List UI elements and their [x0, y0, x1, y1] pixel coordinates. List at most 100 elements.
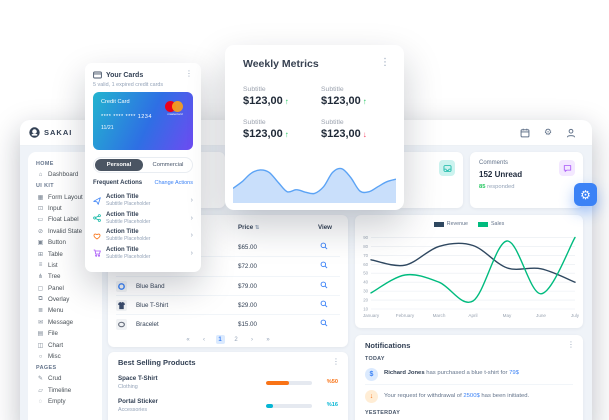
user-icon[interactable] [566, 128, 576, 138]
svg-text:30: 30 [363, 289, 368, 294]
sidebar-item-form-layout[interactable]: ▦ Form Layout [37, 193, 83, 201]
search-icon[interactable] [320, 319, 328, 327]
page-1-button[interactable]: 1 [215, 335, 225, 344]
column-header-price[interactable]: Price ⇅ [238, 224, 260, 231]
legend-sales[interactable]: Sales [477, 221, 504, 227]
sidebar-item-misc[interactable]: ○ Misc [38, 353, 61, 361]
cart-icon [93, 249, 101, 257]
search-icon[interactable] [320, 281, 328, 289]
kebab-menu-icon[interactable]: ⋮ [332, 357, 340, 366]
chevron-right-icon: › [190, 214, 193, 222]
table-row: Bracelet $15.00 [116, 315, 340, 334]
sidebar-item-overlay[interactable]: ⧉ Overlay [38, 296, 70, 304]
sidebar-item-table[interactable]: ⊞ Table [37, 250, 63, 258]
sidebar-item-panel[interactable]: ▢ Panel [37, 284, 64, 292]
svg-text:January: January [363, 313, 380, 318]
home-icon: ⌂ [38, 171, 43, 178]
credit-card-visual[interactable]: Credit Card **** **** **** 1234 11/21 ma… [93, 92, 193, 150]
action-item[interactable]: Action Title Subtitle Placeholder › [93, 192, 193, 210]
mastercard-logo: mastercard [165, 101, 185, 116]
chart-icon: ◫ [37, 342, 44, 349]
notification-item: ↓ Your request for withdrawal of 2500$ h… [365, 386, 573, 407]
action-item[interactable]: Action Title Subtitle Placeholder › [93, 210, 193, 228]
svg-text:80: 80 [363, 244, 368, 249]
best-selling-card: Best Selling Products ⋮ Space T-Shirt Cl… [108, 352, 348, 420]
send-icon [93, 197, 101, 205]
comment-icon [559, 160, 575, 176]
commercial-toggle-button[interactable]: Commercial [152, 162, 184, 168]
kebab-menu-icon[interactable]: ⋮ [380, 57, 390, 68]
change-actions-link[interactable]: Change Actions [154, 180, 193, 186]
action-item[interactable]: Action Title Subtitle Placeholder › [93, 245, 193, 263]
file-icon: ▤ [37, 331, 44, 338]
sidebar-item-timeline[interactable]: ▱ Timeline [38, 386, 72, 394]
your-cards-title: Your Cards [106, 71, 144, 79]
sidebar-item-empty[interactable]: ◌ Empty [38, 398, 66, 406]
notifications-group-today: TODAY [365, 356, 385, 362]
trend-up-icon: ↑ [362, 97, 367, 106]
share-icon [93, 214, 101, 223]
kebab-menu-icon[interactable]: ⋮ [185, 69, 193, 78]
stat-label: Comments [479, 160, 509, 166]
kebab-menu-icon[interactable]: ⋮ [567, 340, 575, 349]
table-row: Blue T-Shirt $29.00 [116, 296, 340, 316]
revenue-sales-line-chart: 10 20 30 40 50 60 70 80 90 January February March Ap… [363, 235, 580, 318]
app-logo[interactable]: SAKAI [29, 127, 72, 138]
svg-text:90: 90 [363, 235, 368, 240]
sidebar-item-button[interactable]: ▣ Button [37, 239, 66, 247]
sidebar-item-tree[interactable]: ⋔ Tree [37, 273, 61, 281]
page-first-button[interactable]: « [186, 336, 190, 343]
sidebar-item-crud[interactable]: ✎ Crud [37, 375, 62, 383]
gear-icon[interactable]: ⚙ [543, 127, 553, 137]
notification-item: $ Richard Jones has purchased a blue t-s… [365, 364, 573, 385]
search-icon[interactable] [320, 242, 328, 250]
page-prev-button[interactable]: ‹ [203, 336, 205, 343]
float-label-icon: ▭ [37, 217, 44, 224]
calendar-icon[interactable] [520, 128, 530, 138]
legend-revenue[interactable]: Revenue [433, 221, 468, 227]
config-fab-button[interactable]: ⚙ [574, 183, 597, 206]
progress-bar [266, 404, 312, 408]
personal-toggle-button[interactable]: Personal [95, 159, 143, 171]
sidebar-item-input[interactable]: ⊡ Input [37, 204, 62, 212]
best-selling-title: Best Selling Products [118, 358, 196, 367]
sidebar-item-list[interactable]: ≡ List [38, 261, 58, 269]
sidebar-item-dashboard[interactable]: ⌂ Dashboard [38, 171, 79, 179]
search-icon[interactable] [320, 261, 328, 269]
message-icon: ✉ [37, 319, 44, 326]
weekly-metrics-panel: Weekly Metrics ⋮ Subtitle $123,00 ↑ Subti… [225, 45, 404, 210]
svg-text:June: June [536, 313, 546, 318]
mastercard-text: mastercard [167, 112, 183, 116]
legend-swatch-revenue [433, 221, 444, 227]
sidebar-item-message[interactable]: ✉ Message [37, 318, 74, 326]
your-cards-panel: Your Cards ⋮ 5 valid, 1 expired credit c… [85, 63, 201, 272]
page-last-button[interactable]: » [266, 336, 270, 343]
action-item[interactable]: Action Title Subtitle Placeholder › [93, 227, 193, 245]
heart-icon [93, 232, 101, 240]
your-cards-subtitle: 5 valid, 1 expired credit cards [93, 82, 164, 88]
logo-text: SAKAI [44, 128, 73, 137]
card-number: **** **** **** 1234 [101, 114, 152, 120]
sidebar-item-invalid-state[interactable]: ⊘ Invalid State [37, 227, 83, 235]
chevron-right-icon: › [190, 249, 193, 257]
page-next-button[interactable]: › [251, 336, 253, 343]
sidebar-item-file[interactable]: ▤ File [37, 330, 58, 338]
weekly-metrics-title: Weekly Metrics [243, 58, 319, 70]
price-cell: $65.00 [238, 244, 257, 251]
chart-legend: Revenue Sales [355, 221, 583, 227]
sidebar-section-uikit: UI KIT [36, 183, 54, 190]
progress-bar [266, 381, 312, 385]
sidebar-item-float-label[interactable]: ▭ Float Label [37, 216, 79, 224]
price-cell: $79.00 [238, 282, 257, 290]
inbox-icon [439, 160, 455, 176]
search-icon[interactable] [320, 300, 328, 308]
sidebar-item-menu[interactable]: ≣ Menu [37, 307, 64, 315]
sidebar: HOME ⌂ Dashboard UI KIT ▦ Form Layout ⊡ Inp… [28, 152, 102, 420]
page-2-button[interactable]: 2 [234, 336, 238, 343]
svg-text:40: 40 [363, 280, 368, 285]
sidebar-item-chart[interactable]: ◫ Chart [37, 341, 64, 349]
card-expiry: 11/21 [101, 125, 114, 131]
column-header-view: View [318, 224, 332, 231]
menu-icon: ≣ [37, 308, 44, 315]
card-type-toggle: Personal Commercial [93, 157, 193, 173]
